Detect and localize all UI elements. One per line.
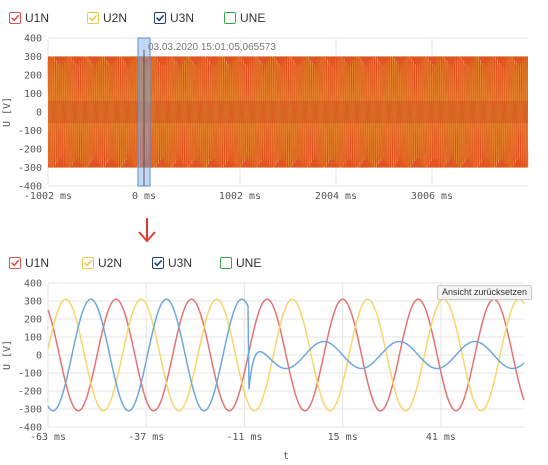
checkbox-unchecked-icon [220,257,232,269]
x-tick-label: -1002 ms [24,191,72,202]
series-line-u3n [47,298,525,412]
y-tick-label: -100 [18,369,42,380]
arrow-down-icon [138,218,156,243]
y-tick-label: 400 [24,279,42,290]
x-tick-label: -63 ms [30,432,66,443]
y-tick-label: -200 [18,387,42,398]
y-tick-label: -400 [18,182,42,193]
y-tick-label: -100 [18,126,42,137]
y-tick-label: 400 [24,34,42,45]
legend-label: UNE [236,256,262,270]
legend-label: UNE [240,11,266,25]
legend-label: U2N [103,11,128,25]
y-tick-label: 0 [36,351,42,362]
x-tick-label: -37 ms [128,432,164,443]
x-tick-label: -11 ms [226,432,262,443]
legend-label: U3N [170,11,195,25]
series-line-u3n [47,56,529,168]
reset-view-button[interactable]: Ansicht zurücksetzen [437,285,533,300]
y-tick-label: 100 [24,333,42,344]
legend-label: U2N [98,256,123,270]
y-tick-label: 100 [24,89,42,100]
x-tick-label: 0 ms [132,191,156,202]
x-axis-label: t [283,451,289,462]
legend-label: U1N [25,11,50,25]
y-tick-label: 200 [24,71,42,82]
y-tick-label: -300 [18,163,42,174]
legend-item-u3n[interactable]: U3N [154,11,194,25]
checkbox-unchecked-icon [224,12,236,24]
y-tick-label: -200 [18,145,42,156]
y-tick-label: 300 [24,52,42,63]
y-tick-label: 200 [24,315,42,326]
checkbox-checked-icon [9,12,21,24]
x-tick-label: 2004 ms [315,191,357,202]
legend-item-u3n[interactable]: U3N [152,256,192,270]
x-tick-label: 41 ms [426,432,456,443]
checkbox-checked-icon [82,257,94,269]
legend-item-u2n[interactable]: U2N [87,11,127,25]
y-axis-label: U [V] [2,340,13,370]
checkbox-checked-icon [9,257,21,269]
y-tick-label: 0 [36,108,42,119]
legend-item-u1n[interactable]: U1N [9,256,49,270]
legend-item-u1n[interactable]: U1N [9,11,49,25]
arrow-head [138,231,156,243]
legend-item-une[interactable]: UNE [220,256,261,270]
x-tick-label: 3006 ms [411,191,453,202]
y-tick-label: -300 [18,405,42,416]
y-axis-label: U [V] [2,97,13,127]
legend-label: U1N [25,256,50,270]
y-tick-label: 300 [24,297,42,308]
checkbox-checked-icon [87,12,99,24]
series-line-u1n [47,298,525,412]
checkbox-checked-icon [154,12,166,24]
legend-item-u2n[interactable]: U2N [82,256,122,270]
cursor-label: 03.03.2020 15:01:05,065573 [148,42,276,53]
legend-item-une[interactable]: UNE [224,11,265,25]
x-tick-label: 15 ms [328,432,358,443]
legend-label: U3N [168,256,193,270]
checkbox-checked-icon [152,257,164,269]
overview-chart[interactable]: 400 300 200 100 0 -100 -200 -300 -400-1002 ms 0 m… [0,30,548,210]
y-tick-label: -400 [18,423,42,434]
x-tick-label: 1002 ms [219,191,261,202]
zoomed-chart[interactable]: 400 300 200 100 0 -100 -200 -300 -400-63 ms -37 m… [0,275,548,465]
waveform-core [48,100,528,124]
